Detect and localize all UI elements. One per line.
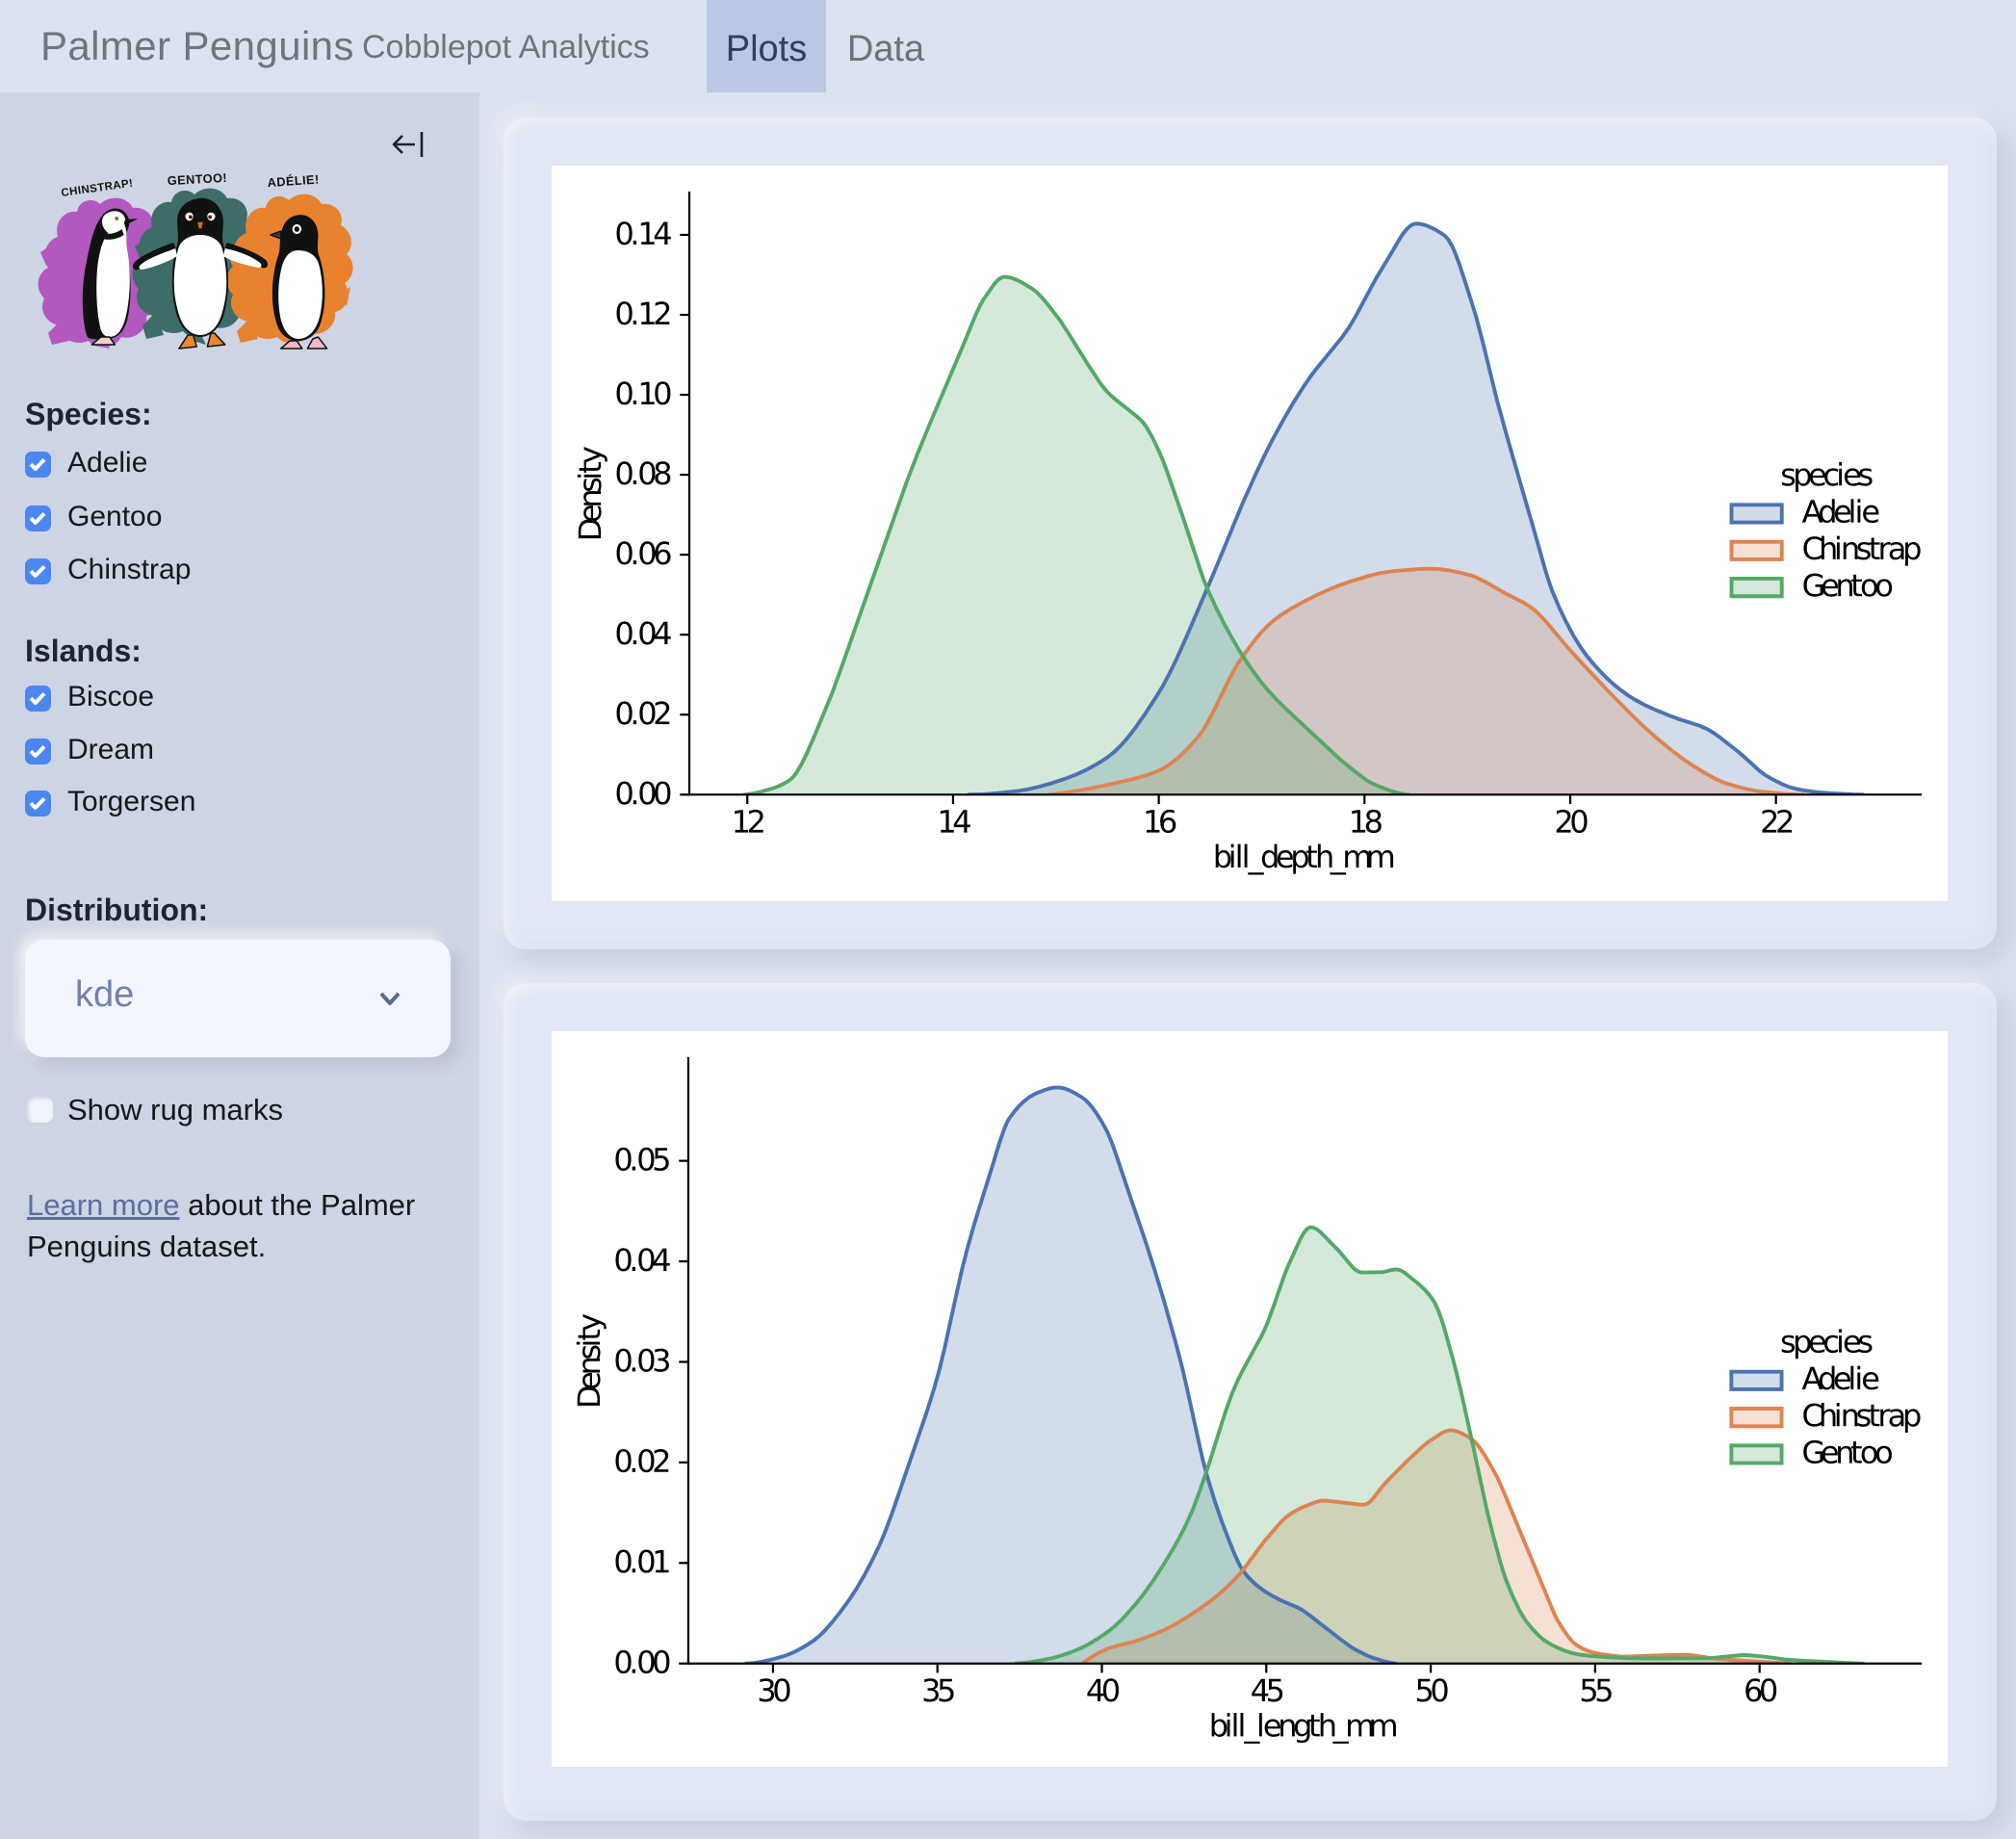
svg-text:CHINSTRAP!: CHINSTRAP! bbox=[61, 177, 135, 199]
svg-text:ADÉLIE!: ADÉLIE! bbox=[267, 171, 320, 190]
svg-text:GENTOO!: GENTOO! bbox=[167, 170, 227, 188]
